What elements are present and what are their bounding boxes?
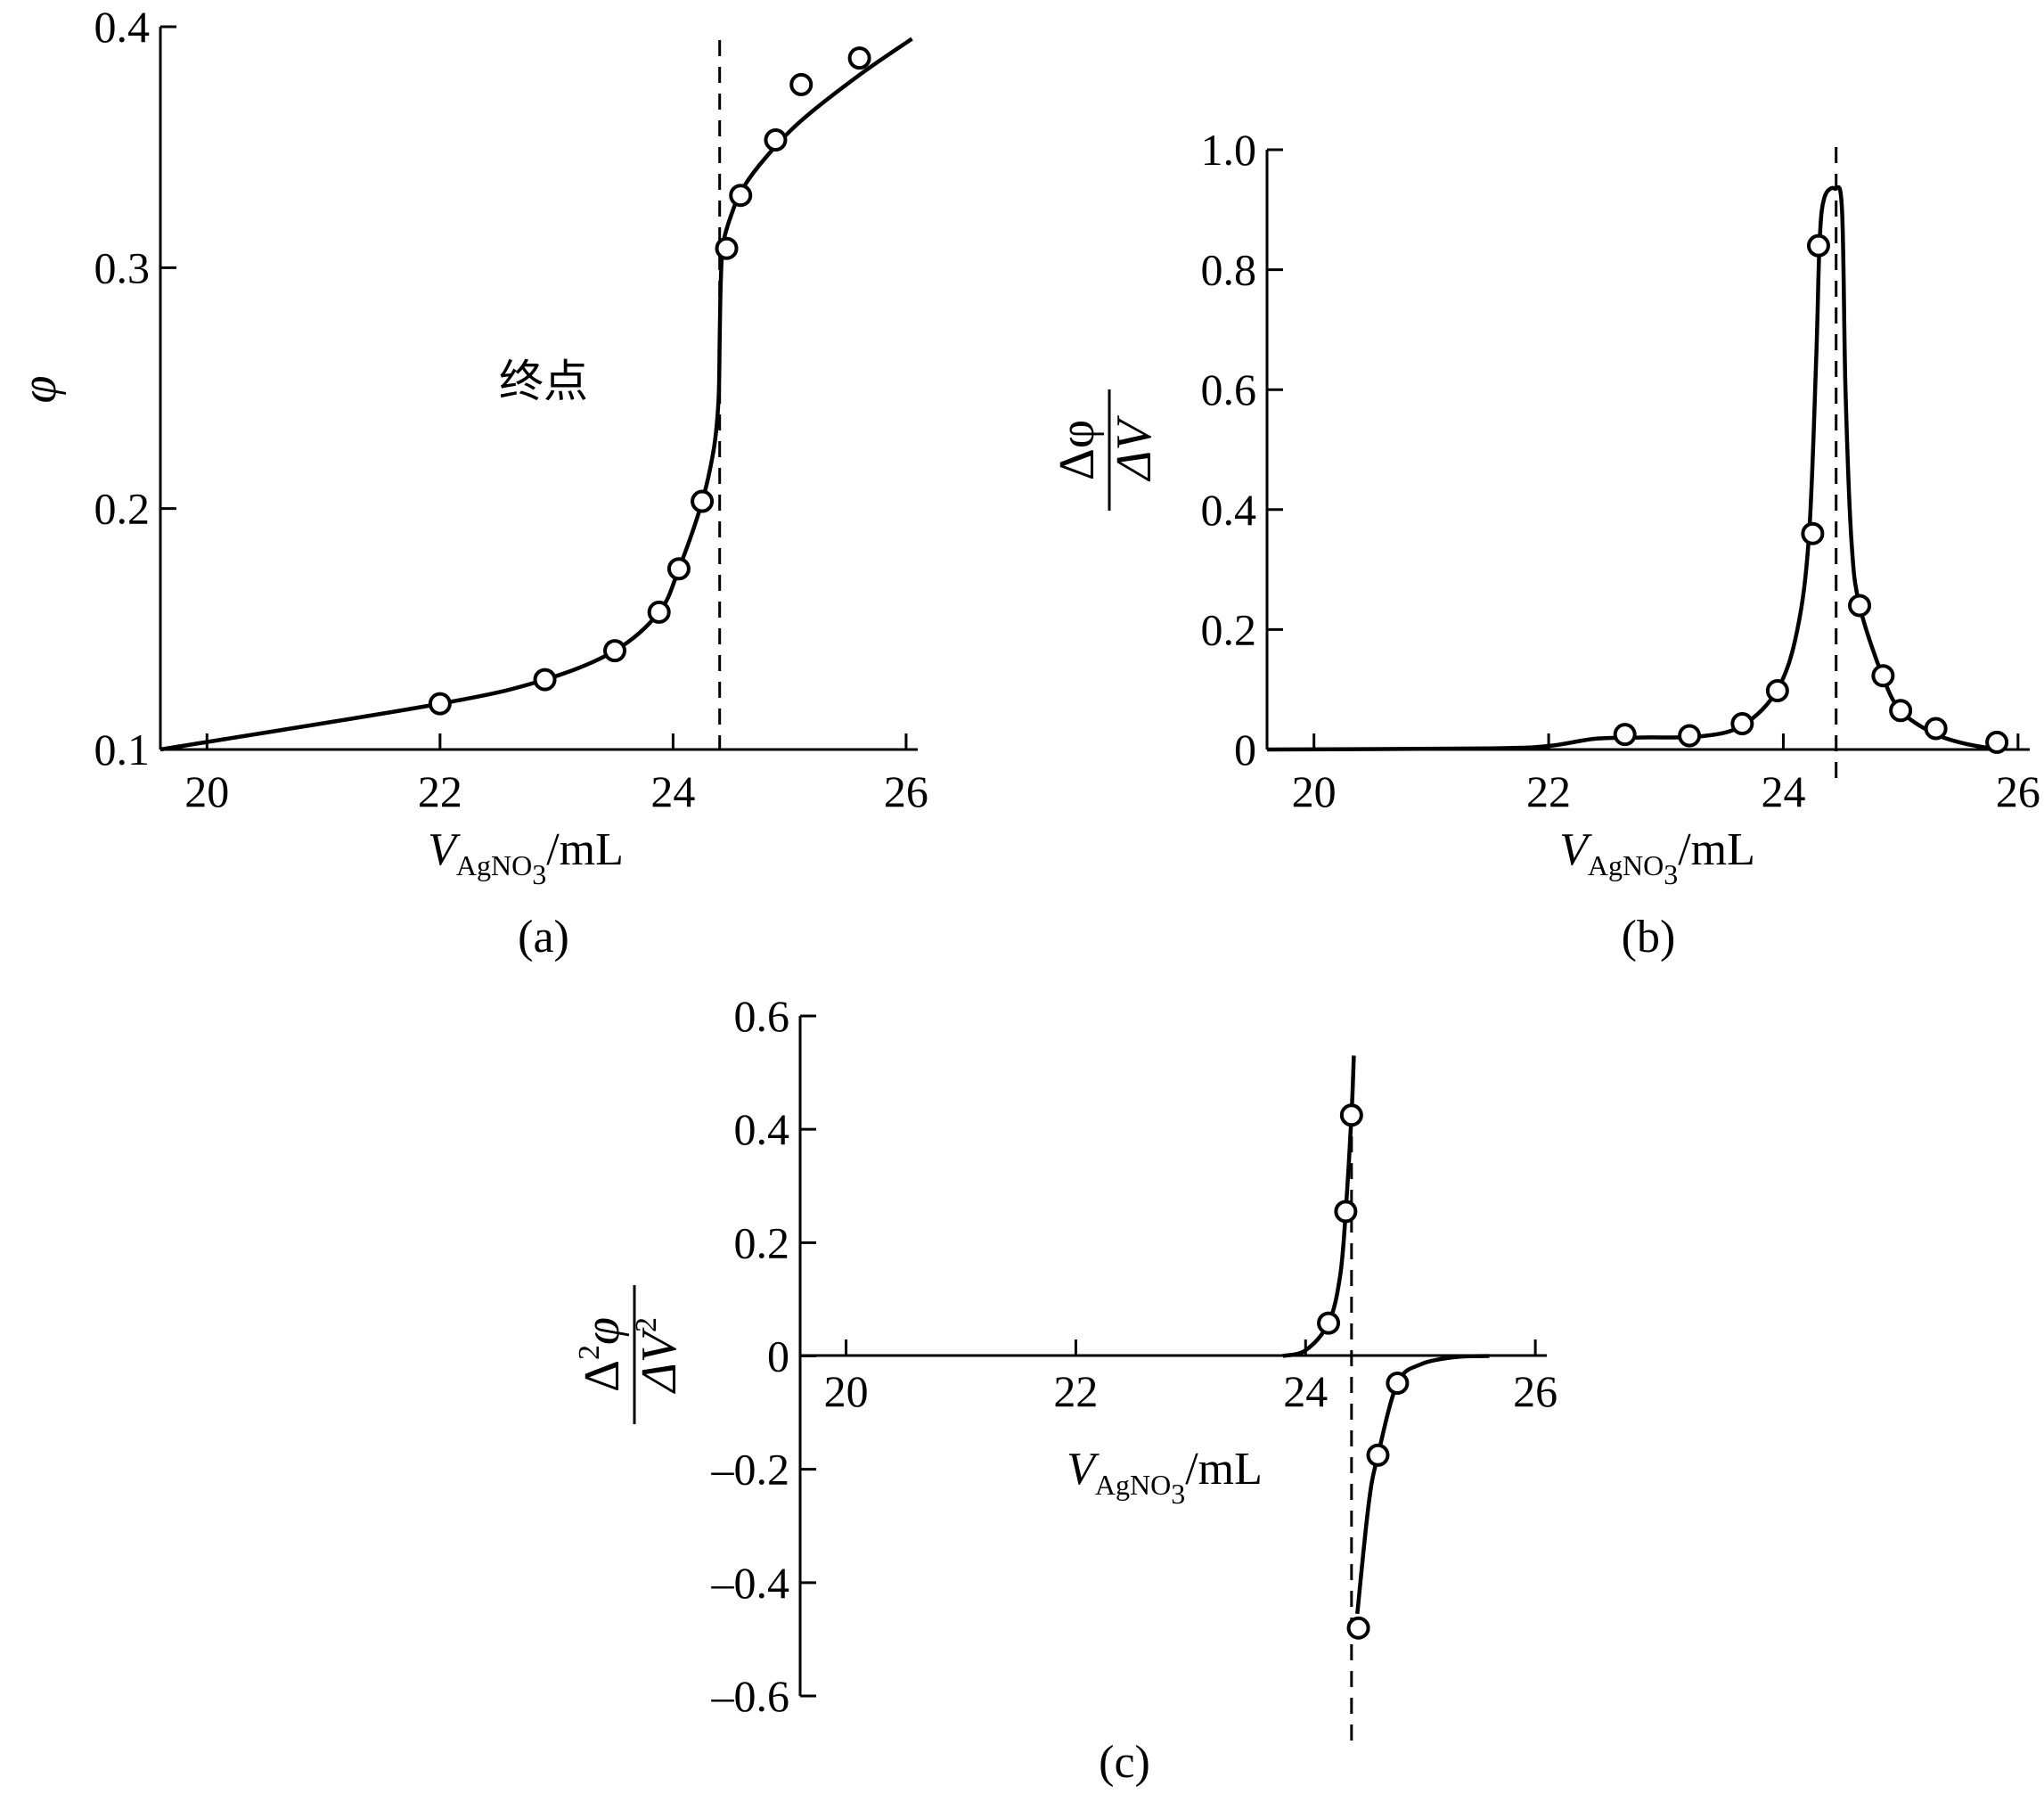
chart-a-data-point	[764, 128, 788, 152]
chart-b-data-point	[1678, 724, 1702, 748]
chart-b-data-point	[1765, 679, 1789, 703]
chart-a-ylabel: φ	[12, 376, 67, 404]
chart-c-panel-label: (c)	[1099, 1737, 1150, 1788]
chart-c-data-point	[1339, 1103, 1363, 1127]
chart-b-ytick-label: 0.4	[1201, 485, 1257, 535]
chart-c-data-point	[1334, 1200, 1358, 1224]
chart-b-data-point	[1985, 730, 2009, 754]
chart-b-xtick-label: 22	[1526, 766, 1571, 816]
chart-c-ytick-label: –0.2	[711, 1445, 790, 1495]
chart-b-data-point	[1806, 233, 1830, 258]
chart-a-data-point	[428, 692, 452, 716]
chart-a-xtick-label: 20	[184, 766, 229, 816]
chart-a-xlabel: VAgNO3/mL	[428, 824, 624, 890]
chart-a-annotation: 终点	[499, 356, 588, 407]
chart-a-ytick-label: 0.2	[94, 484, 151, 534]
chart-a-xtick-label: 22	[418, 766, 462, 816]
svg-text:Δ2φ: Δ2φ	[573, 1317, 630, 1392]
chart-c-xtick-label: 24	[1283, 1366, 1328, 1416]
chart-c-data-point	[1366, 1443, 1390, 1467]
chart-b-data-point	[1801, 521, 1825, 545]
chart-c: 20 22 24 26 –0.6 –0.4 –0.2 0 0.2 0.4 0.6 Δ2φ ΔV2 V…	[573, 991, 1558, 1788]
chart-a-data-point	[691, 489, 715, 513]
chart-a-data-point	[729, 184, 753, 208]
chart-b-xtick-label: 26	[1996, 766, 2040, 816]
chart-a-data-point	[847, 46, 871, 70]
chart-c-ytick-label: 0.6	[734, 991, 790, 1041]
chart-a-ytick-label: 0.3	[94, 242, 151, 292]
chart-a-xtick-label: 24	[650, 766, 695, 816]
chart-b-data-point	[1924, 717, 1948, 741]
chart-c-ylabel: Δ2φ ΔV2	[573, 1285, 687, 1424]
chart-b-xlabel: VAgNO3/mL	[1559, 824, 1755, 890]
svg-text:ΔV: ΔV	[1107, 415, 1162, 482]
chart-b-ytick-label: 0.8	[1201, 245, 1257, 295]
chart-a-data-point	[715, 236, 739, 260]
chart-a-data-point	[666, 557, 691, 581]
chart-b-xtick-label: 24	[1761, 766, 1805, 816]
chart-a-data-point	[647, 600, 671, 624]
chart-b-xtick-label: 20	[1292, 766, 1337, 816]
chart-c-ytick-label: –0.4	[711, 1558, 790, 1608]
chart-c-ytick-label: 0.2	[734, 1217, 790, 1267]
chart-b-ytick-label: 0.2	[1201, 604, 1257, 654]
chart-a-panel-label: (a)	[518, 912, 569, 963]
chart-a-ytick-label: 0.4	[94, 2, 151, 52]
chart-b: 20 22 24 26 0 0.2 0.4 0.6 0.8 1.0 Δφ ΔV VAgNO3/mL…	[1050, 125, 2040, 963]
chart-c-data-point	[1386, 1372, 1410, 1396]
chart-b-data-point	[1871, 664, 1895, 688]
svg-text:ΔV2: ΔV2	[630, 1317, 687, 1394]
chart-b-data-point	[1730, 712, 1754, 736]
chart-c-data-point	[1346, 1616, 1370, 1640]
chart-c-curve-negative	[1355, 1354, 1490, 1615]
chart-a-data-point	[603, 639, 626, 663]
chart-b-ytick-label: 1.0	[1201, 125, 1257, 175]
chart-b-ytick-label: 0	[1234, 725, 1256, 774]
chart-b-data-point	[1889, 699, 1913, 723]
svg-text:Δφ: Δφ	[1050, 420, 1105, 480]
chart-c-ytick-label: 0	[767, 1331, 789, 1381]
chart-c-xtick-label: 26	[1513, 1366, 1558, 1416]
chart-a-ytick-label: 0.1	[94, 725, 151, 774]
chart-b-data-point	[1848, 594, 1872, 618]
chart-c-xtick-label: 20	[824, 1366, 869, 1416]
chart-a-xtick-label: 26	[884, 766, 928, 816]
chart-c-ytick-label: –0.6	[711, 1671, 790, 1721]
chart-a: 20 22 24 26 0.1 0.2 0.3 0.4 φ 终点 VAgNO3/mL (a)	[12, 2, 928, 963]
chart-b-data-point	[1613, 723, 1637, 747]
chart-c-ytick-label: 0.4	[734, 1104, 790, 1154]
chart-c-data-point	[1317, 1311, 1341, 1335]
chart-b-panel-label: (b)	[1622, 912, 1676, 963]
chart-b-ylabel: Δφ ΔV	[1050, 389, 1162, 511]
chart-b-curve	[1266, 185, 1998, 752]
chart-a-data-point	[533, 668, 557, 692]
chart-c-xlabel: VAgNO3/mL	[1067, 1444, 1263, 1510]
chart-b-ytick-label: 0.6	[1201, 365, 1257, 414]
chart-c-xtick-label: 22	[1053, 1366, 1098, 1416]
chart-a-data-point	[789, 72, 814, 96]
